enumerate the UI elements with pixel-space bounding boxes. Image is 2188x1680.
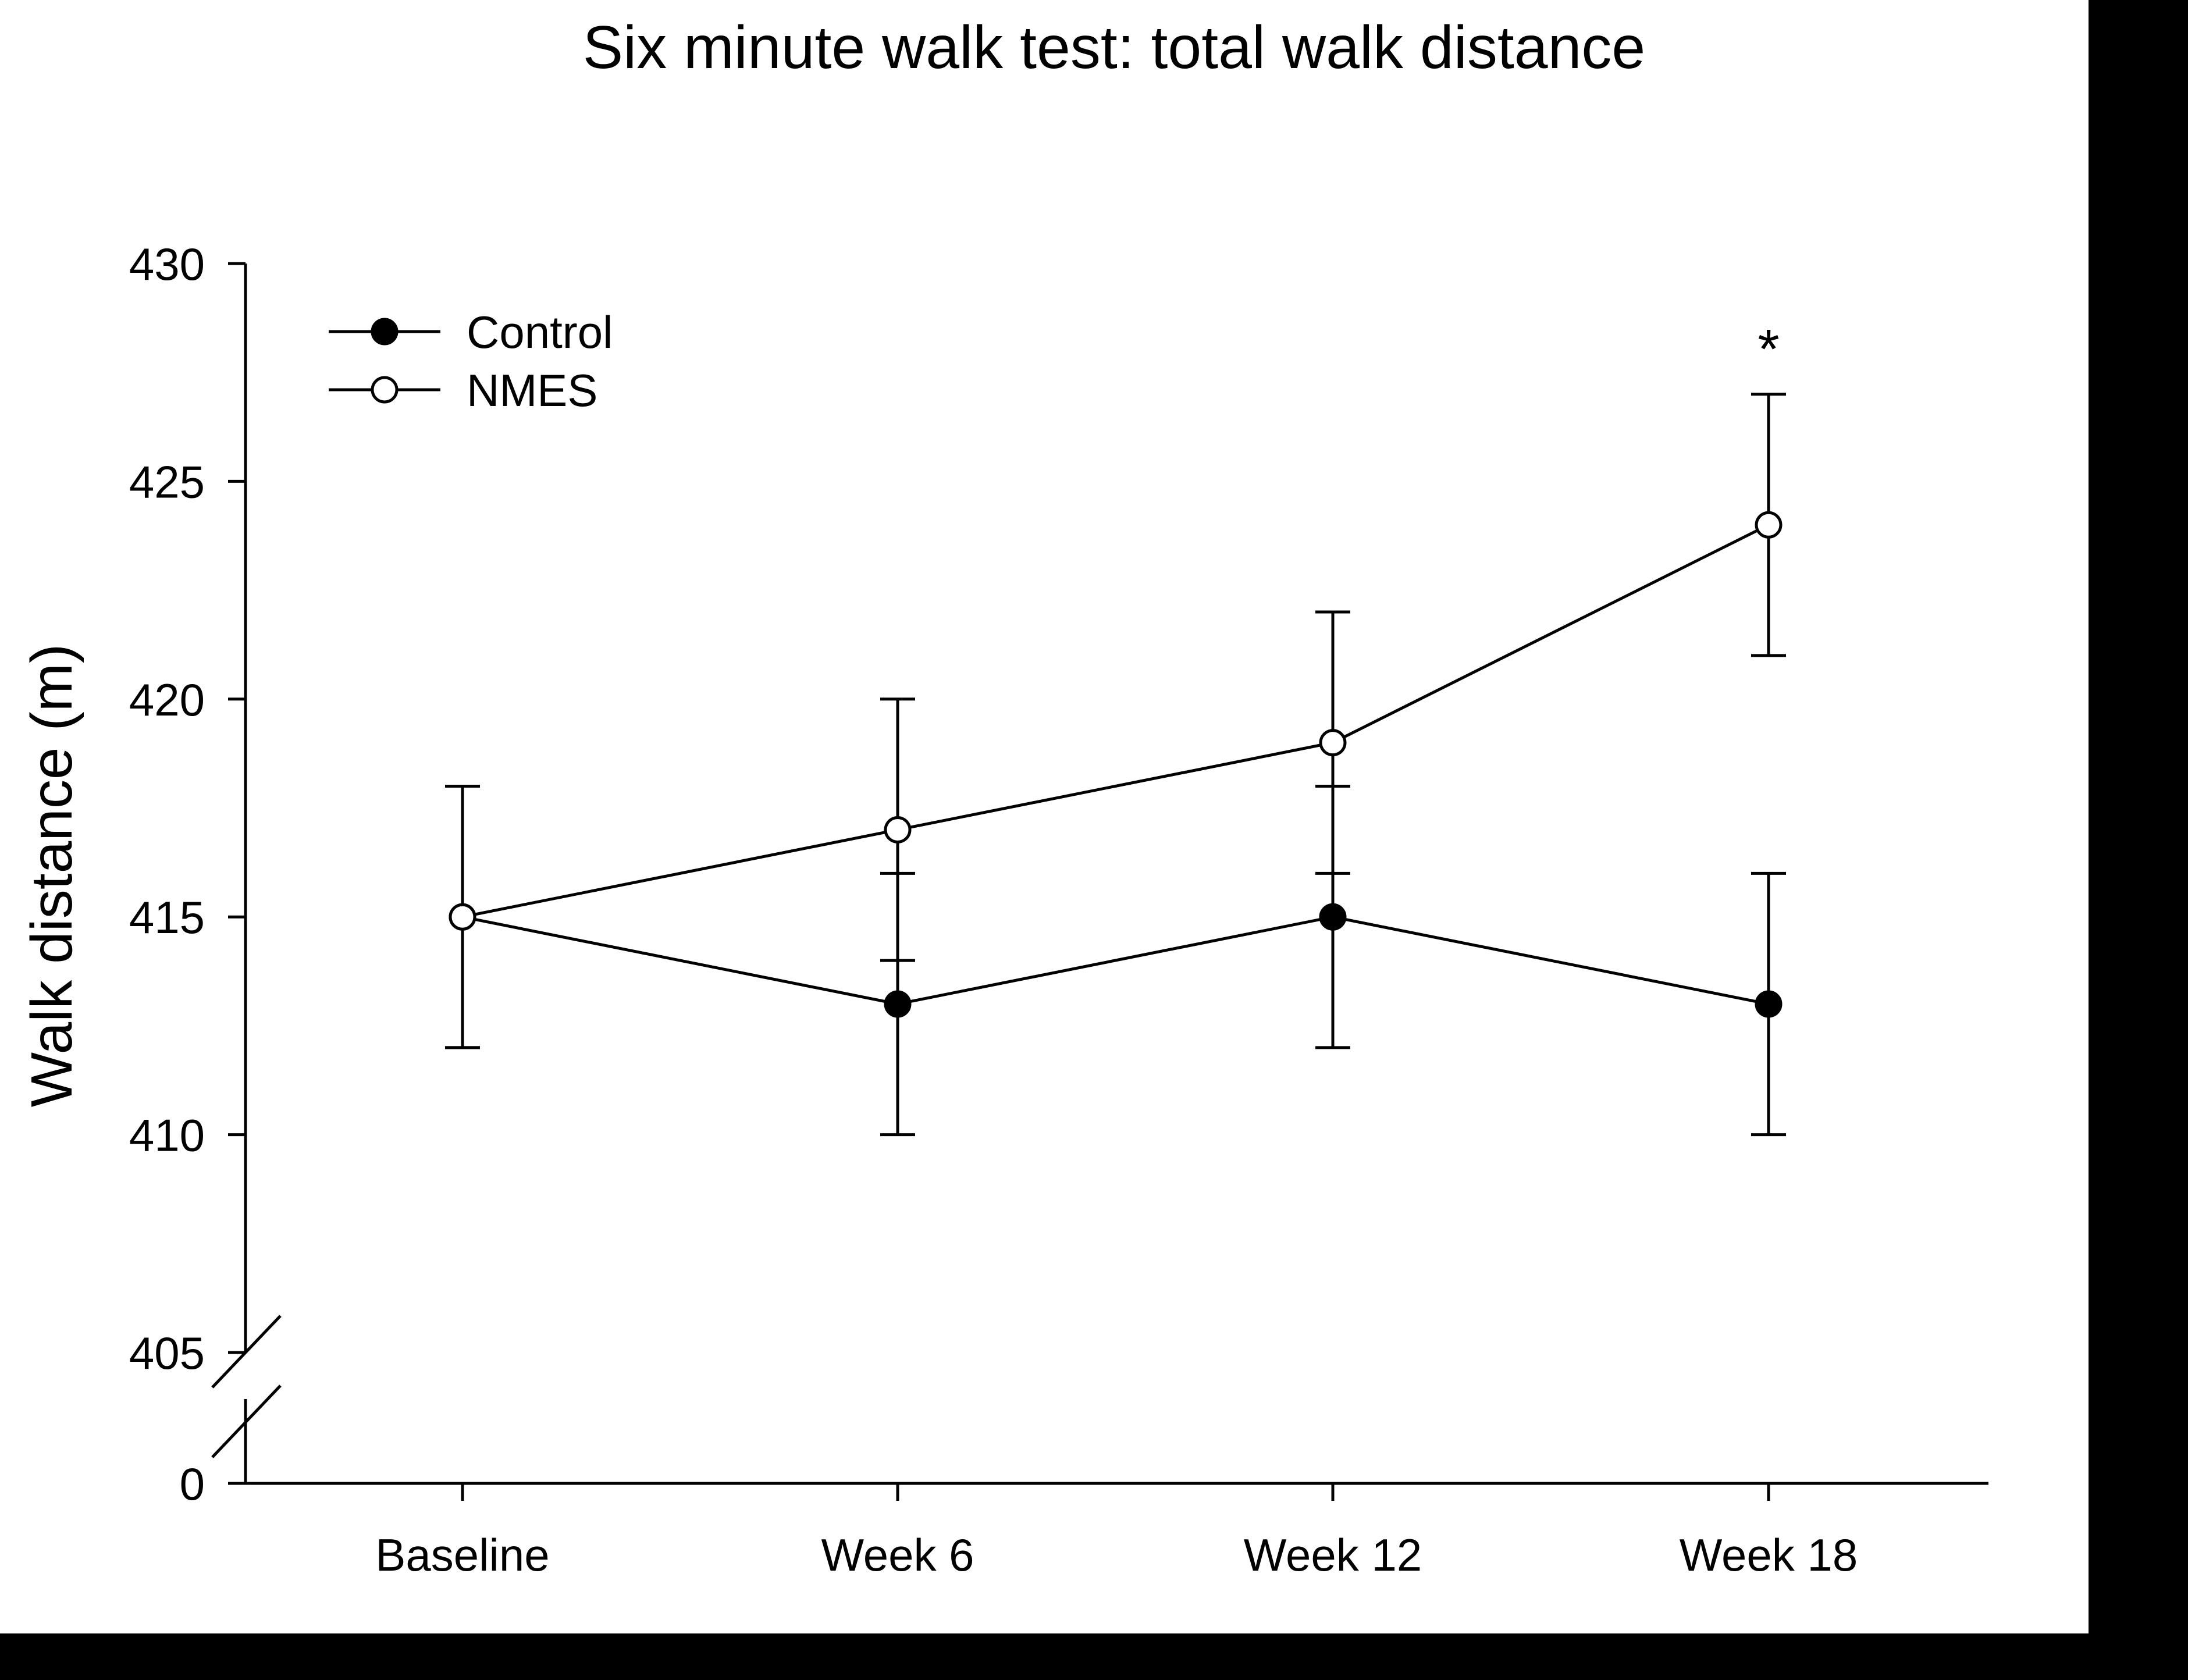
y-tick-label-430: 430 — [129, 239, 205, 290]
marker-control-2 — [1319, 903, 1347, 931]
marker-nmes-0 — [449, 903, 476, 931]
marker-nmes-1 — [884, 816, 912, 843]
series-lines — [462, 524, 1770, 1006]
plot-area: Six minute walk test: total walk distanc… — [0, 0, 2089, 1633]
y-tick-label-425: 425 — [129, 456, 205, 507]
series-markers — [449, 511, 1783, 1018]
legend-label-nmes: NMES — [467, 365, 597, 416]
marker-nmes-3 — [1755, 511, 1783, 539]
x-tick-label-2: Week 12 — [1244, 1529, 1422, 1581]
legend-label-control: Control — [467, 307, 613, 358]
chart-title: Six minute walk test: total walk distanc… — [583, 14, 1646, 81]
legend: Control NMES — [329, 307, 613, 416]
series-line-nmes — [462, 524, 1770, 919]
y-tick-label-420: 420 — [129, 674, 205, 725]
y-tick-label-415: 415 — [129, 892, 205, 943]
x-tick-label-3: Week 18 — [1680, 1529, 1858, 1581]
axes: 405 410 415 420 425 430 0 Walk distance (m) Base… — [19, 239, 1988, 1581]
x-tick-label-0: Baseline — [375, 1529, 549, 1581]
legend-marker-nmes — [371, 376, 399, 404]
chart: Six minute walk test: total walk distanc… — [19, 14, 1988, 1581]
legend-marker-control — [371, 318, 399, 346]
significance-annotation: * — [1757, 318, 1779, 380]
y-axis-title: Walk distance (m) — [19, 644, 84, 1107]
x-tick-label-1: Week 6 — [821, 1529, 974, 1581]
annotations: * — [1757, 318, 1779, 380]
axis-break-mark-upper — [211, 1315, 282, 1389]
axis-break-mark-lower — [211, 1384, 282, 1458]
y-tick-label-405: 405 — [129, 1327, 205, 1379]
y-tick-label-410: 410 — [129, 1110, 205, 1161]
series-line-control — [462, 915, 1769, 1006]
y-tick-label-0: 0 — [180, 1458, 205, 1510]
marker-nmes-2 — [1319, 729, 1347, 757]
marker-control-3 — [1755, 990, 1783, 1018]
error-bars — [445, 393, 1786, 1137]
marker-control-1 — [884, 990, 912, 1018]
